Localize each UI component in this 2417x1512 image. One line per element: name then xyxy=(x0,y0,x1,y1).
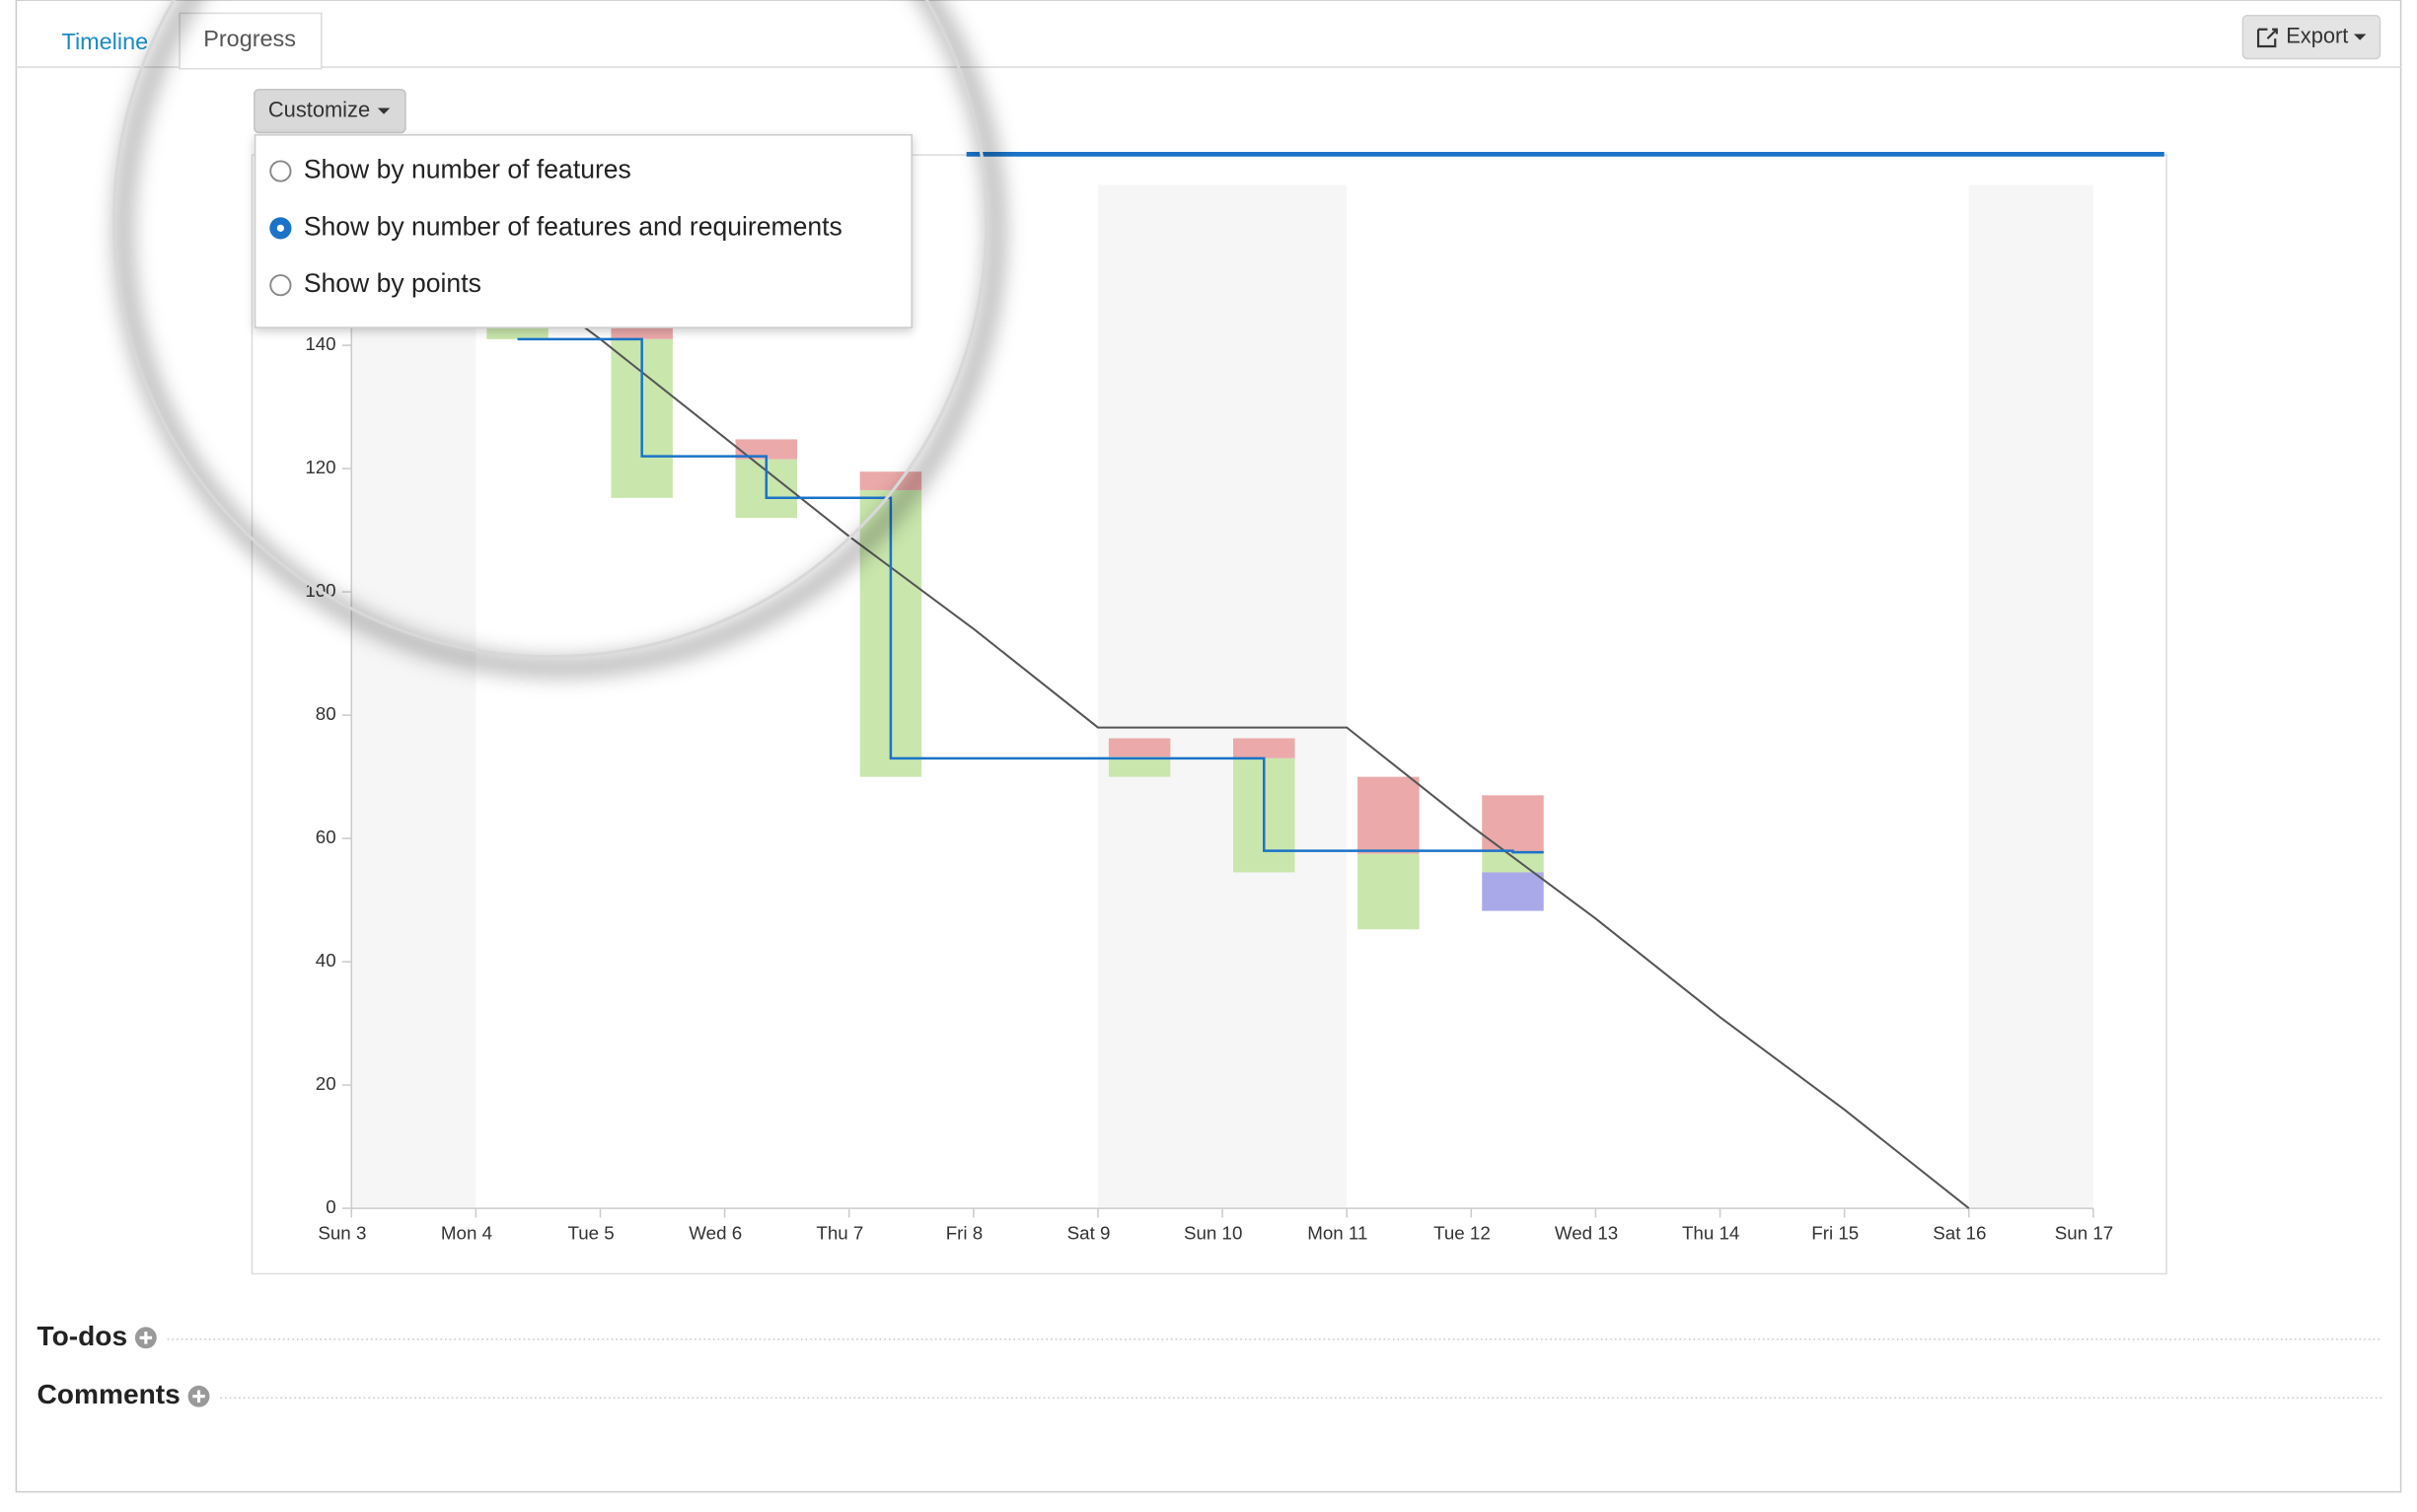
plus xyxy=(139,1332,153,1344)
x-tick-label: Sun 3 xyxy=(318,1223,366,1244)
menu-option[interactable]: Show by number of features xyxy=(304,155,631,184)
x-tick-label: Fri 15 xyxy=(1811,1223,1859,1244)
y-tick-label: 140 xyxy=(305,333,335,354)
weekend-band xyxy=(1968,184,2093,1209)
export-button[interactable] xyxy=(2241,14,2381,60)
section-title: Comments xyxy=(37,1379,181,1409)
weekend-band xyxy=(1222,184,1348,1209)
bar-segment xyxy=(1357,853,1420,930)
x-tick-label: Sat 16 xyxy=(1933,1223,1986,1244)
customize-label[interactable]: Customize xyxy=(268,97,370,121)
dropdown-menu xyxy=(254,134,913,328)
bar-segment xyxy=(735,439,798,460)
bar-segment xyxy=(1108,738,1171,757)
sections: To-dos Comments xyxy=(37,1321,2382,1409)
export-label[interactable]: Export xyxy=(2286,23,2348,47)
export-icon xyxy=(2256,28,2278,48)
section-title: To-dos xyxy=(37,1321,128,1351)
bar-segment xyxy=(1357,776,1420,854)
caret xyxy=(377,108,391,114)
bar-segment xyxy=(1482,795,1544,853)
bar-segment xyxy=(486,326,549,339)
customize-button[interactable] xyxy=(254,88,406,134)
bar-segment xyxy=(1108,756,1171,777)
x-tick-label: Sat 9 xyxy=(1067,1223,1111,1244)
bar-segment xyxy=(1482,872,1544,911)
bar-segment xyxy=(1482,852,1544,873)
x-tick-label: Sun 17 xyxy=(2055,1223,2113,1244)
x-tick-label: Tue 5 xyxy=(567,1223,614,1244)
radio-dot xyxy=(276,224,284,232)
bar-segment xyxy=(611,326,673,339)
menu-options: Show by number of features Show by number… xyxy=(269,155,842,298)
actual-line xyxy=(517,337,1544,854)
x-tick-label: Wed 6 xyxy=(689,1223,742,1244)
x-tick-label: Fri 8 xyxy=(946,1223,984,1244)
y-tick-label: 20 xyxy=(316,1073,336,1094)
magnifier xyxy=(112,0,989,659)
tab[interactable]: Progress xyxy=(203,26,296,51)
x-tick-label: Tue 12 xyxy=(1433,1223,1491,1244)
menu-option[interactable]: Show by number of features and requireme… xyxy=(304,211,842,241)
x-tick-label: Thu 7 xyxy=(816,1223,863,1244)
weekend-band xyxy=(351,184,476,1209)
caret xyxy=(2353,34,2367,40)
x-tick-label: Mon 11 xyxy=(1307,1223,1367,1244)
magnifier-shadow xyxy=(115,0,1004,676)
y-tick-label: 0 xyxy=(326,1196,335,1217)
active-tab[interactable] xyxy=(179,12,323,70)
x-tick-label: Sun 10 xyxy=(1184,1223,1242,1244)
x-tick-label: Wed 13 xyxy=(1555,1223,1618,1244)
y-tick-label: 40 xyxy=(316,950,336,971)
bar-segment xyxy=(1233,738,1295,758)
x-tick-label: Thu 14 xyxy=(1682,1223,1739,1244)
menu-option[interactable]: Show by points xyxy=(304,268,481,298)
radio[interactable] xyxy=(269,274,292,297)
x-tick-label: Mon 4 xyxy=(441,1223,492,1244)
plus xyxy=(192,1390,205,1403)
y-tick-label: 120 xyxy=(305,457,335,477)
tab[interactable]: Timeline xyxy=(62,29,149,54)
ideal-line xyxy=(350,147,1970,1209)
y-tick-label: 80 xyxy=(316,703,336,724)
weekend-band xyxy=(1097,184,1223,1209)
radio[interactable] xyxy=(269,160,292,182)
y-tick-label: 60 xyxy=(316,827,336,847)
